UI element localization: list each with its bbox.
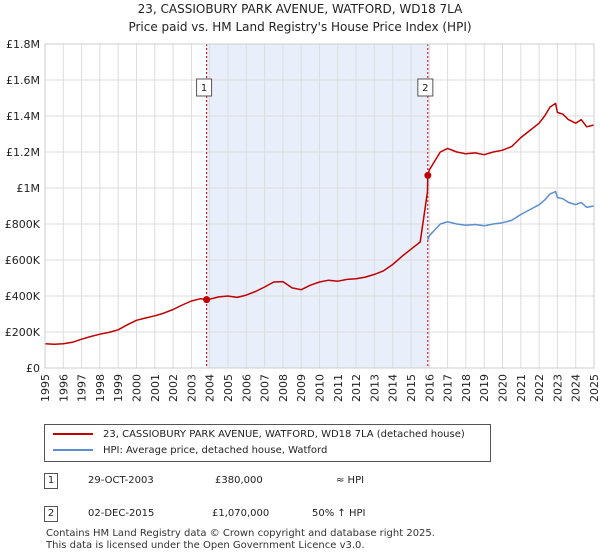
y-tick-label: £1.6M (6, 74, 40, 87)
y-tick-label: £1M (17, 182, 41, 195)
legend-swatch-red (53, 433, 93, 435)
x-tick-label: 1998 (94, 374, 107, 402)
sale-points (203, 171, 432, 304)
x-tick-label: 2020 (497, 374, 510, 402)
legend-label-hpi: HPI: Average price, detached house, Watf… (103, 445, 328, 456)
y-axis-labels: £0 £200K £400K £600K £800K £1M £1.2M £1.4M £1.6M… (5, 38, 41, 375)
x-tick-label: 2017 (442, 374, 455, 402)
y-tick-label: £600K (5, 254, 41, 267)
x-tick-label: 2015 (405, 374, 418, 402)
sale-hpi-comparison: 50% ↑ HPI (312, 508, 366, 519)
legend: 23, CASSIOBURY PARK AVENUE, WATFORD, WD1… (44, 424, 491, 462)
sale-hpi-comparison: ≈ HPI (336, 475, 365, 486)
sale-price: £380,000 (215, 475, 263, 486)
ownership-shaded-region (206, 44, 428, 368)
x-tick-label: 2000 (131, 374, 144, 402)
x-tick-label: 2010 (314, 374, 327, 402)
x-tick-label: 2022 (533, 374, 546, 402)
x-tick-label: 2003 (185, 374, 198, 402)
y-tick-label: £1.8M (6, 38, 40, 51)
sale-marker-lines (206, 44, 429, 368)
x-tick-label: 2014 (387, 374, 400, 402)
x-tick-label: 2008 (277, 374, 290, 402)
x-tick-label: 1995 (39, 374, 52, 402)
sale-point (424, 171, 432, 179)
x-tick-label: 2024 (570, 374, 583, 402)
series-line (44, 102, 595, 345)
x-tick-label: 2005 (222, 374, 235, 402)
x-tick-label: 2023 (551, 374, 564, 402)
sale-marker-box (196, 78, 213, 97)
sale-marker-box: 1 (44, 473, 58, 489)
y-tick-label: £200K (5, 326, 41, 339)
series-lines (44, 102, 595, 345)
y-tick-label: £1.4M (6, 110, 40, 123)
x-tick-label: 2019 (478, 374, 491, 402)
legend-item-property: 23, CASSIOBURY PARK AVENUE, WATFORD, WD1… (53, 428, 465, 442)
x-axis-labels: 1995 1996 1997 1998 1999 2000 2001 2002 2003 2004… (39, 374, 600, 402)
series-line (427, 190, 595, 240)
sale-marker-box (417, 78, 434, 97)
y-tick-label: £400K (5, 290, 41, 303)
chart-subtitle: Price paid vs. HM Land Registry's House … (128, 20, 472, 34)
x-tick-label: 2016 (423, 374, 436, 402)
x-tick-label: 1997 (76, 374, 89, 402)
sale-marker-box: 2 (44, 506, 58, 522)
sale-marker-label: 1 (201, 83, 207, 94)
sale-price: £1,070,000 (212, 508, 270, 519)
x-tick-label: 2004 (204, 374, 217, 402)
x-tick-label: 2025 (588, 374, 600, 402)
x-tick-label: 2013 (368, 374, 381, 402)
plot-border (44, 43, 595, 369)
x-tick-label: 2002 (167, 374, 180, 402)
y-tick-label: £0 (26, 362, 40, 375)
sale-row: 1 29-OCT-2003 £380,000 ≈ HPI (0, 473, 600, 491)
y-tick-label: £1.2M (6, 146, 40, 159)
sale-date: 02-DEC-2015 (88, 508, 155, 519)
x-tick-label: 2007 (259, 374, 272, 402)
price-chart: £0 £200K £400K £600K £800K £1M £1.2M £1.4M £1.6M… (5, 38, 600, 402)
legend-label-property: 23, CASSIOBURY PARK AVENUE, WATFORD, WD1… (103, 429, 465, 440)
footer-line-copyright: Contains HM Land Registry data © Crown c… (46, 528, 435, 539)
sale-marker-label: 2 (422, 83, 428, 94)
x-tick-label: 2009 (295, 374, 308, 402)
sale-row: 2 02-DEC-2015 £1,070,000 50% ↑ HPI (0, 506, 600, 524)
footer-line-licence: This data is licensed under the Open Gov… (46, 540, 365, 551)
y-tick-label: £800K (5, 218, 41, 231)
x-tick-label: 2006 (240, 374, 253, 402)
legend-swatch-blue (53, 449, 93, 451)
x-tick-label: 2018 (460, 374, 473, 402)
x-tick-label: 2012 (350, 374, 363, 402)
sale-date: 29-OCT-2003 (88, 475, 154, 486)
x-tick-label: 2001 (149, 374, 162, 402)
x-tick-label: 2011 (332, 374, 345, 402)
x-tick-label: 1999 (112, 374, 125, 402)
legend-item-hpi: HPI: Average price, detached house, Watf… (53, 444, 327, 458)
footer-attribution: Contains HM Land Registry data © Crown c… (46, 528, 435, 552)
sale-point (203, 296, 211, 304)
x-tick-label: 2021 (515, 374, 528, 402)
x-tick-label: 1996 (57, 374, 70, 402)
chart-title: 23, CASSIOBURY PARK AVENUE, WATFORD, WD1… (137, 2, 463, 16)
